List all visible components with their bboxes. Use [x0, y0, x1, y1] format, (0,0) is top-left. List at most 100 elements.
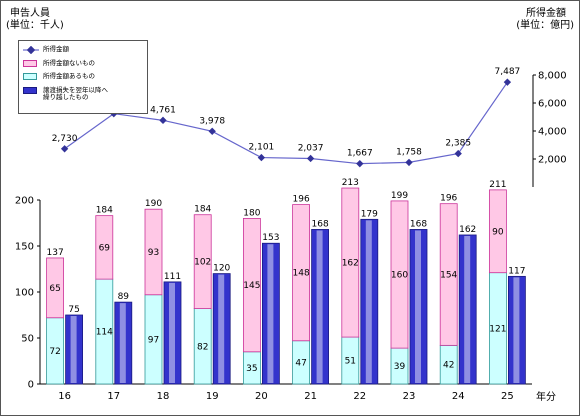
income-label: 2,385	[445, 139, 471, 149]
right-tick-label: 4,000	[538, 127, 567, 138]
carryover-label: 179	[361, 209, 378, 219]
bar-carryover-highlight	[513, 277, 520, 383]
no-income-label: 145	[243, 281, 260, 291]
income-marker	[306, 154, 315, 163]
bar-carryover	[507, 275, 526, 385]
x-axis-title: 年分	[536, 390, 556, 403]
with-income-label: 35	[246, 364, 257, 374]
with-income-label: 82	[197, 342, 208, 352]
no-income-label: 65	[49, 284, 60, 294]
no-income-label: 154	[440, 271, 457, 281]
income-marker	[454, 149, 462, 158]
bar-carryover	[409, 229, 428, 385]
no-income-label: 160	[391, 271, 408, 281]
income-label: 7,487	[495, 67, 521, 77]
x-tick-label: 19	[206, 391, 219, 402]
bar-carryover-highlight	[267, 244, 274, 383]
income-label: 4,761	[150, 105, 176, 115]
total-label: 196	[440, 194, 457, 204]
carryover-label: 117	[508, 266, 525, 276]
with-income-label: 72	[49, 347, 60, 357]
with-income-label: 121	[489, 324, 506, 334]
left-tick-label: 150	[15, 242, 34, 253]
x-tick-label: 21	[304, 391, 317, 402]
x-tick-label: 16	[58, 391, 71, 402]
left-axis-unit: (単位：千人)	[6, 20, 64, 31]
carryover-label: 120	[213, 264, 230, 274]
with-income-label: 51	[345, 357, 356, 367]
legend-swatch-no-income	[23, 60, 37, 67]
income-marker	[503, 78, 512, 86]
no-income-label: 90	[492, 227, 504, 237]
right-axis-unit: (単位：億円)	[516, 20, 574, 31]
total-label: 213	[342, 178, 359, 188]
x-tick-label: 23	[403, 391, 416, 402]
bar-carryover-highlight	[415, 230, 421, 383]
legend-line-marker	[23, 46, 39, 54]
total-label: 180	[243, 208, 260, 218]
bar-no-income	[193, 214, 212, 309]
carryover-label: 162	[459, 225, 476, 235]
left-tick-label: 50	[21, 334, 34, 345]
carryover-label: 111	[164, 272, 181, 282]
total-label: 196	[293, 195, 310, 205]
total-label: 211	[489, 180, 506, 190]
with-income-label: 47	[295, 358, 306, 368]
x-tick-label: 25	[501, 391, 514, 402]
carryover-label: 89	[118, 292, 130, 302]
with-income-label: 42	[443, 361, 454, 371]
bar-no-income	[390, 200, 409, 349]
left-axis-title: 申告人員	[10, 8, 50, 19]
x-tick-label: 22	[353, 391, 366, 402]
bar-carryover	[360, 218, 379, 385]
bar-carryover	[114, 301, 133, 385]
income-marker	[159, 116, 167, 125]
carryover-label: 75	[68, 305, 79, 315]
x-tick-label: 20	[255, 391, 268, 402]
no-income-label: 148	[293, 269, 310, 279]
legend-label-no-income: 所得金額ないもの	[43, 59, 95, 67]
left-tick-label: 200	[15, 196, 34, 207]
income-label: 1,758	[396, 147, 422, 157]
bar-carryover-highlight	[169, 282, 175, 383]
bar-carryover-highlight	[464, 235, 471, 383]
bar-no-income	[488, 189, 507, 274]
income-label: 3,978	[199, 116, 225, 126]
with-income-label: 39	[394, 362, 406, 372]
legend-label-carryover: 譲渡損失を翌年以降へ 繰り越したもの	[43, 86, 108, 101]
right-axis-title: 所得金額	[526, 8, 566, 19]
income-marker	[405, 158, 413, 167]
bar-no-income	[95, 215, 114, 280]
income-line	[64, 81, 508, 165]
bar-carryover	[212, 273, 231, 385]
bar-no-income	[46, 257, 64, 319]
legend: 所得金額 所得金額ないもの 所得金額あるもの 譲渡損失を翌年以降へ 繰り越したも…	[18, 40, 148, 114]
carryover-label: 168	[312, 219, 329, 229]
income-marker	[356, 159, 364, 168]
total-label: 184	[96, 206, 113, 216]
income-label: 1,667	[347, 149, 373, 159]
no-income-label: 69	[99, 243, 111, 253]
bar-carryover	[65, 314, 83, 385]
income-marker	[208, 127, 216, 135]
right-tick-label: 2,000	[538, 155, 567, 166]
x-tick-label: 24	[452, 391, 465, 402]
income-marker	[257, 153, 266, 162]
with-income-label: 97	[148, 335, 159, 345]
income-label: 2,037	[298, 143, 324, 153]
legend-swatch-carryover	[23, 87, 37, 94]
no-income-label: 102	[194, 258, 211, 268]
total-label: 199	[391, 191, 408, 201]
bar-carryover-highlight	[316, 230, 323, 383]
no-income-label: 162	[342, 259, 359, 269]
with-income-label: 114	[96, 328, 113, 338]
bar-carryover	[311, 229, 330, 385]
no-income-label: 93	[148, 248, 159, 258]
carryover-label: 168	[410, 219, 427, 229]
bar-carryover	[261, 242, 280, 385]
bar-carryover-highlight	[119, 303, 126, 383]
bar-carryover	[458, 234, 477, 385]
right-tick-label: 6,000	[538, 99, 567, 110]
bar-no-income	[341, 187, 360, 338]
